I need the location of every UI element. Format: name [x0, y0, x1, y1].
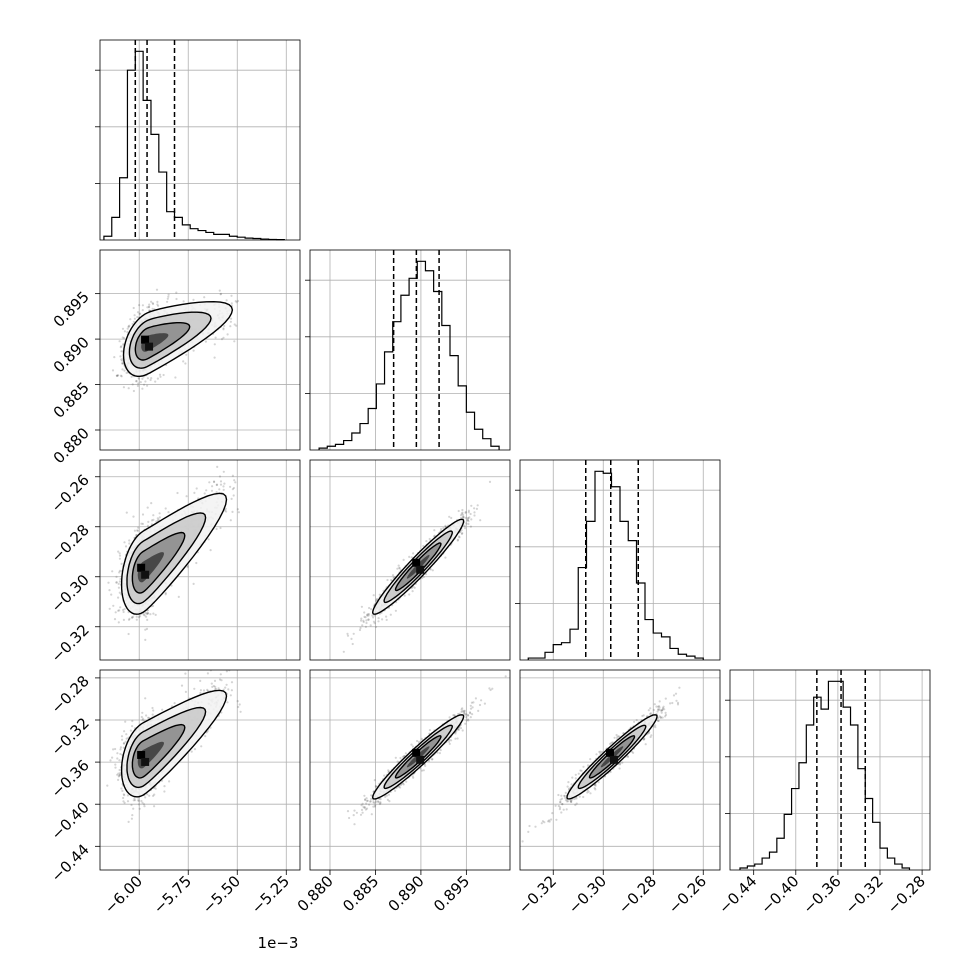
x-tick-label: −6.00	[101, 872, 146, 917]
y-tick-label: 0.880	[50, 424, 93, 467]
y-axis-2: −0.32 −0.30 −0.28 −0.26	[48, 471, 100, 666]
histogram-step-2	[527, 470, 704, 660]
x-tick-label: −0.44	[715, 872, 760, 917]
x-tick-label: −0.40	[757, 872, 802, 917]
x-tick-label: 0.885	[339, 872, 382, 915]
x-axis-2: −0.32 −0.30 −0.28 −0.26	[515, 870, 710, 917]
histogram-step-1	[318, 260, 500, 450]
y-tick-label: −0.44	[48, 840, 93, 885]
density-peak	[137, 563, 146, 572]
panel-frame	[309, 459, 511, 661]
y-tick-label: −0.32	[48, 621, 93, 666]
density-peak	[412, 748, 421, 757]
x-offset-label: 1e−3	[258, 934, 299, 952]
x-tick-label: −5.75	[150, 872, 195, 917]
y-tick-label: −0.36	[48, 756, 93, 801]
panel-frame	[309, 249, 511, 451]
x-tick-label: 0.890	[385, 872, 428, 915]
histogram-panel-3	[725, 669, 931, 871]
panel-frame	[99, 249, 301, 451]
density-peak	[137, 750, 146, 759]
x-axis-1: 0.880 0.885 0.890 0.895	[294, 870, 473, 915]
histogram-panel-0	[95, 39, 301, 241]
panel-frame	[729, 669, 931, 871]
x-tick-label: −0.36	[799, 872, 844, 917]
panel-frame	[99, 669, 301, 871]
density-peak	[412, 558, 421, 567]
x-axis-0: −6.00 −5.75 −5.50 −5.25 1e−3	[101, 870, 299, 952]
x-tick-label: −0.26	[665, 872, 710, 917]
panel-frame	[99, 39, 301, 241]
x-tick-label: −0.28	[615, 872, 660, 917]
x-tick-label: −0.32	[515, 872, 560, 917]
x-axis-3: −0.44−0.40−0.36−0.32−0.28	[715, 870, 929, 917]
panel-frame	[99, 459, 301, 661]
x-tick-label: −0.32	[842, 872, 887, 917]
panel-frame	[519, 669, 721, 871]
density-peak	[141, 757, 150, 766]
x-tick-label: 0.880	[294, 872, 337, 915]
y-tick-label: −0.26	[48, 471, 93, 516]
y-axis-3: −0.44−0.40−0.36−0.32−0.28	[48, 672, 100, 886]
x-tick-label: −0.30	[565, 872, 610, 917]
y-tick-label: 0.885	[50, 379, 93, 422]
density-peak	[606, 748, 614, 757]
panel-frame	[519, 459, 721, 661]
histogram-panel-2	[515, 459, 721, 661]
x-tick-label: −0.28	[884, 872, 929, 917]
density-peak	[610, 755, 618, 764]
histogram-panel-1	[305, 249, 511, 451]
x-tick-label: −5.25	[248, 872, 293, 917]
y-tick-label: −0.32	[48, 714, 93, 759]
x-tick-label: −5.50	[199, 872, 244, 917]
density-peak	[416, 755, 425, 764]
density-peak	[416, 565, 425, 574]
y-tick-label: −0.28	[48, 672, 93, 717]
joint-panel-1-3	[309, 669, 511, 871]
histogram-step-0	[103, 50, 285, 241]
histogram-step-3	[739, 680, 911, 870]
joint-panel-1-2	[309, 459, 511, 661]
density-peak	[141, 570, 150, 579]
y-tick-label: 0.890	[50, 333, 93, 376]
y-tick-label: 0.895	[50, 288, 93, 331]
density-peak	[141, 335, 150, 344]
joint-panel-0-1	[99, 249, 301, 451]
joint-panel-2-3	[519, 669, 721, 871]
joint-panel-0-3	[99, 669, 301, 871]
y-tick-label: −0.30	[48, 571, 93, 616]
panel-frame	[309, 669, 511, 871]
y-tick-label: −0.40	[48, 798, 93, 843]
joint-panel-0-2	[99, 459, 301, 661]
density-peak	[145, 342, 154, 351]
y-tick-label: −0.28	[48, 521, 93, 566]
x-tick-label: 0.895	[430, 872, 473, 915]
